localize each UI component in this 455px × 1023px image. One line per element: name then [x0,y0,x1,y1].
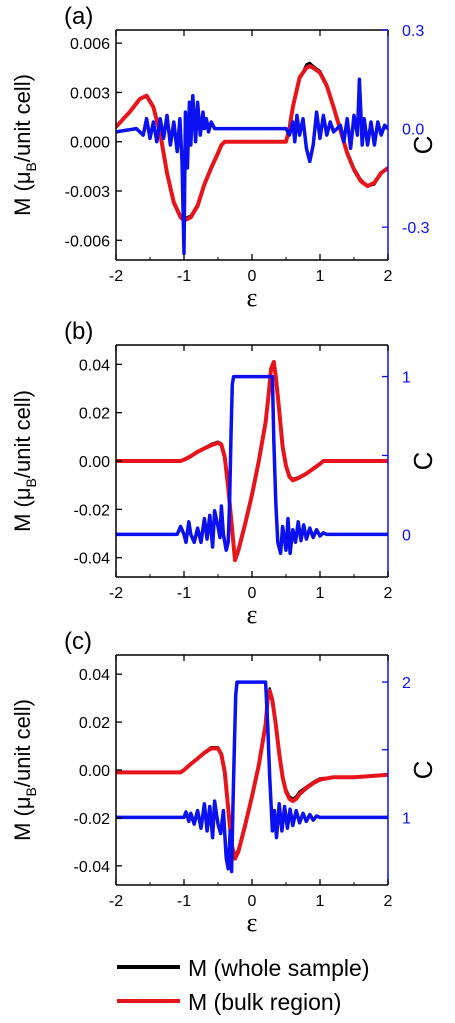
y2-tick-label: 1 [402,370,411,387]
y-tick-label: 0.006 [70,36,110,53]
y-axis-label: M (μB/unit cell) [10,699,39,841]
x-tick-label: 0 [248,893,257,910]
panel-label: (b) [64,318,93,345]
y2-axis-label: C [408,452,438,471]
panels-group: -2 -1 0 1 20.0060.0030.000-0.003-0.0060.30.0… [10,3,438,937]
y2-tick-label: 1 [402,810,411,827]
y-axis-label-main: M (μ [10,487,35,531]
legend: M (whole sample) M (bulk region) [117,955,370,1015]
y2-tick-label: -0.3 [402,220,430,237]
y-tick-label: 0.04 [79,357,110,374]
y-tick-label: 0.000 [70,135,110,152]
y-tick-label: 0.003 [70,85,110,102]
y-axis-label-subscript: B [23,162,39,171]
y-tick-label: -0.003 [65,184,110,201]
x-tick-label: 2 [384,268,393,285]
series-line-c [116,374,388,556]
y-tick-label: 0.02 [79,406,110,423]
y2-axis-label: C [408,136,438,155]
x-tick-label: -2 [109,268,123,285]
y-axis-label-main: M (μ [10,796,35,840]
series-line-c [116,680,388,874]
y2-axis-label: C [408,761,438,780]
x-tick-label: -2 [109,585,123,602]
y-tick-label: 0.00 [79,763,110,780]
x-tick-label: 2 [384,893,393,910]
x-axis-label: ε [247,600,258,629]
y-tick-label: -0.04 [74,551,111,568]
y2-tick-label: 0 [402,527,411,544]
series-line-m-bulk-region [116,688,388,861]
panel-label: (a) [64,3,93,30]
x-tick-label: 1 [316,893,325,910]
y-axis-label: M (μB/unit cell) [10,74,39,216]
series-line-m-bulk-region [116,64,388,223]
y-axis-label-unit: /unit cell) [10,390,35,478]
y-axis-label: M (μB/unit cell) [10,390,39,532]
x-tick-label: 1 [316,268,325,285]
y-axis-label-unit: /unit cell) [10,699,35,787]
y-tick-label: -0.04 [74,859,111,876]
x-tick-label: 1 [316,585,325,602]
y2-tick-label: 0.0 [402,122,424,139]
panel-2: -2 -1 0 1 2 0.04 0.02 0.00 -0.02 -0.04 1 0 (b) ε M (μB… [10,318,438,629]
panel-label: (c) [64,628,92,655]
y-axis-label-subscript: B [23,787,39,796]
y2-tick-label: 2 [402,675,411,692]
y-axis-label-subscript: B [23,478,39,487]
x-tick-label: -1 [177,585,191,602]
y-tick-label: 0.00 [79,454,110,471]
x-axis-label: ε [247,283,258,312]
y2-tick-label: 0.3 [402,23,424,40]
y-tick-label: -0.02 [74,502,111,519]
panel-1: -2 -1 0 1 2 0.006 0.003 0.000 -0.003 -0.006 0.3 0.0… [10,3,438,312]
y-axis-label-main: M (μ [10,171,35,215]
panel-3: -2 -1 0 1 2 0.04 0.02 0.00 -0.02 -0.04 2 1 (c) ε M (μB… [10,628,438,937]
x-tick-label: 0 [248,585,257,602]
legend-label-bulk-region: M (bulk region) [188,989,341,1015]
x-tick-label: 2 [384,585,393,602]
series-line-m-bulk-region [116,359,388,563]
y-axis-label-unit: /unit cell) [10,74,35,162]
y-tick-label: -0.006 [65,233,110,250]
x-tick-label: 0 [248,268,257,285]
y-tick-label: -0.02 [74,811,111,828]
x-tick-label: -1 [177,893,191,910]
series-line-c [116,77,388,256]
x-tick-label: -1 [177,268,191,285]
x-axis-label: ε [247,908,258,937]
x-tick-label: -2 [109,893,123,910]
legend-label-whole-sample: M (whole sample) [188,955,370,981]
y-tick-label: 0.04 [79,667,110,684]
y-tick-label: 0.02 [79,715,110,732]
